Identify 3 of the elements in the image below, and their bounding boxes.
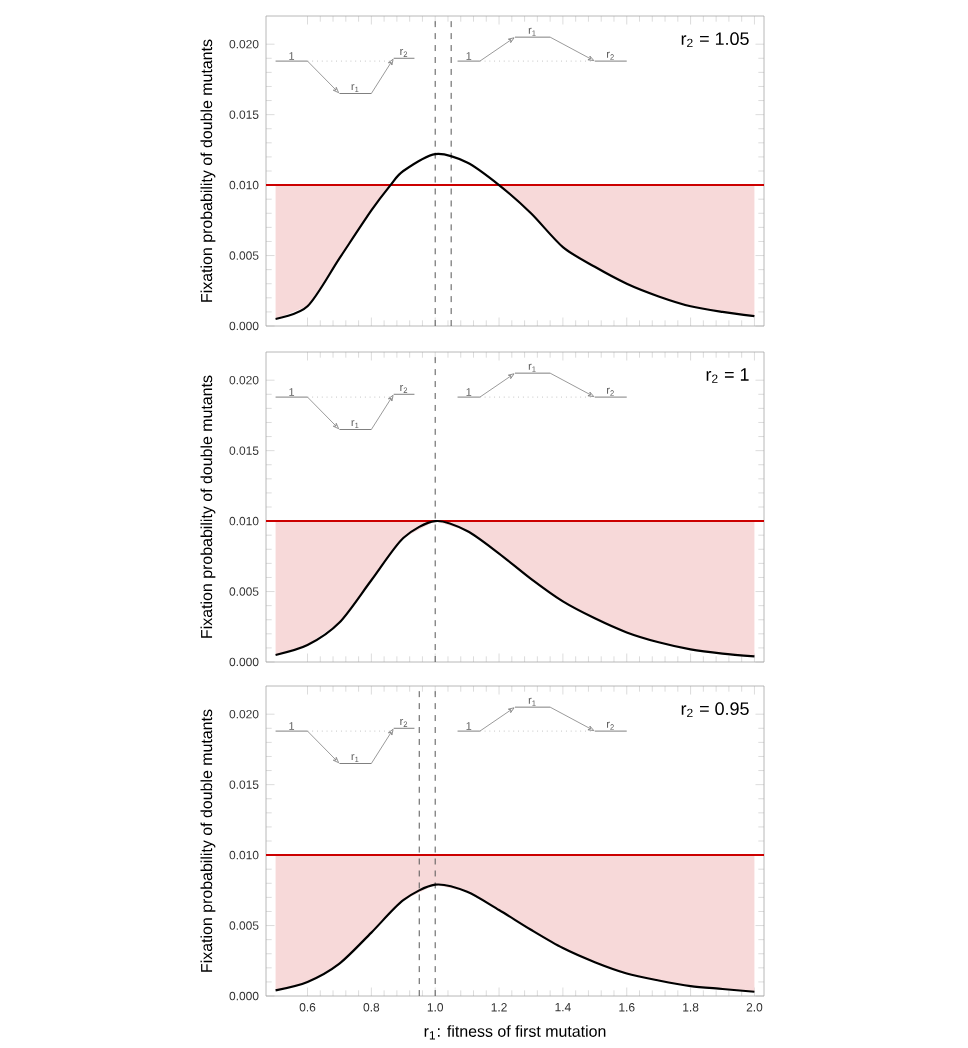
text: r$_{2}$ = 1	[706, 368, 749, 383]
text: r$_{2}$ = 0.95	[681, 702, 749, 718]
text: r$_{2}$ = 1.05	[681, 32, 749, 48]
